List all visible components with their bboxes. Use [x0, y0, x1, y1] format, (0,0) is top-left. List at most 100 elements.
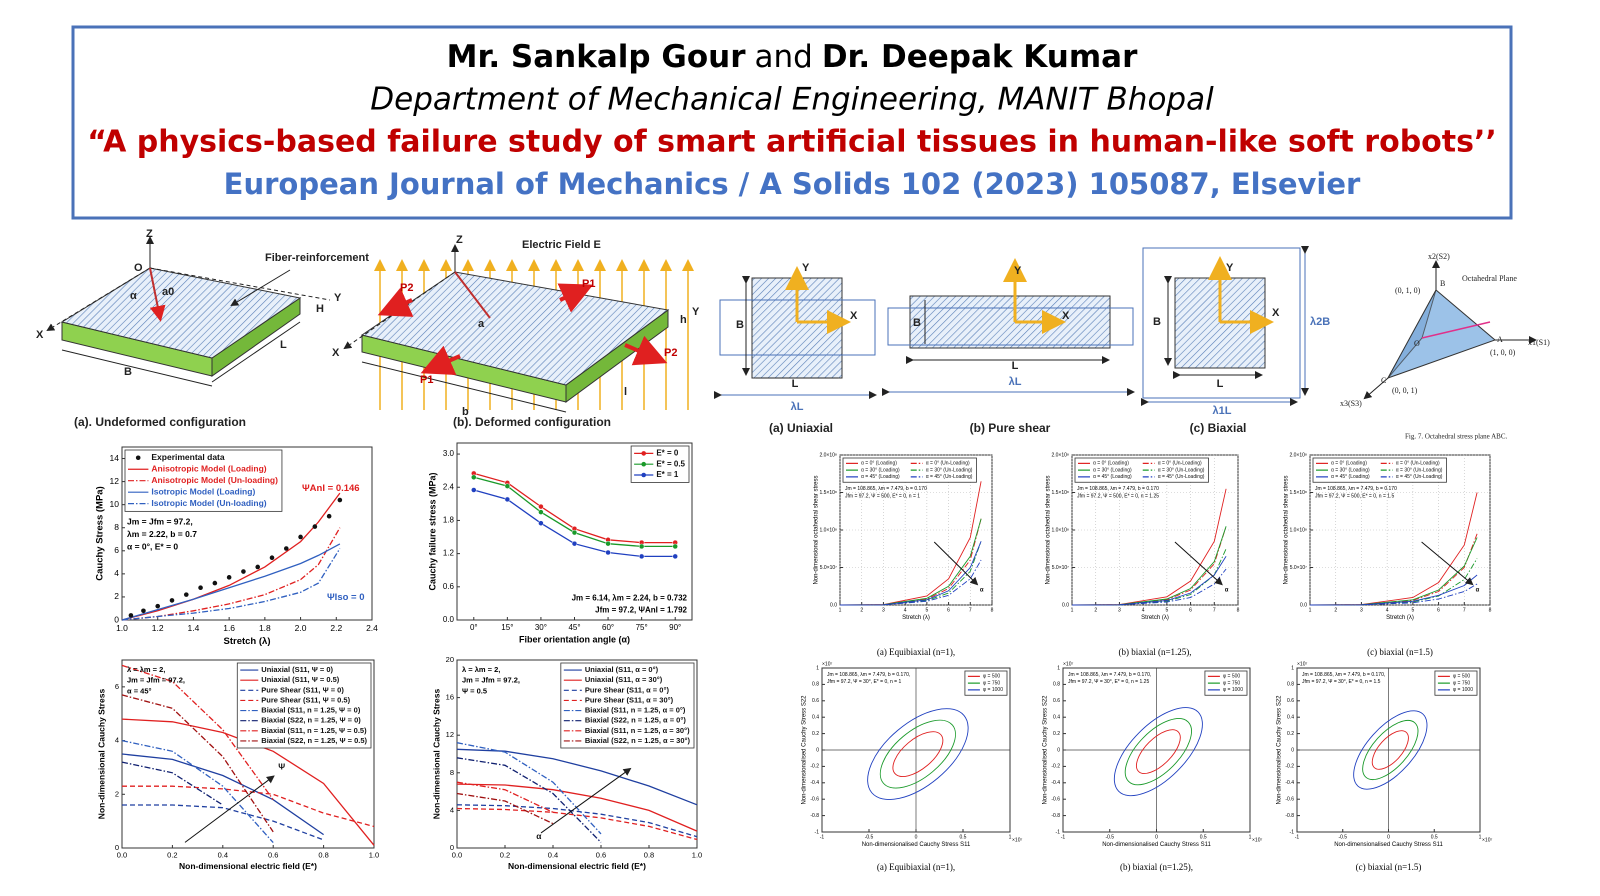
- legend-label: α = 30° (Un-Loading): [1396, 467, 1443, 473]
- legend-label: α = 45° (Loading): [1331, 474, 1370, 480]
- x-tick-label: 90°: [669, 623, 681, 632]
- trend-arrow: [184, 775, 275, 843]
- x-tick-label: 5: [1165, 607, 1168, 613]
- y-tick-label: 0.2: [1053, 731, 1060, 737]
- diagram-label: B: [1153, 316, 1161, 328]
- pure-shear-diagram: Y X B L λL (b) Pure shear: [882, 258, 1135, 435]
- ellipse-contour: [1113, 707, 1203, 797]
- x-tick-label: 7: [1463, 607, 1466, 613]
- ellipse-contour: [1362, 720, 1419, 780]
- y-tick-label: -0.2: [810, 764, 819, 770]
- x-tick-label: 0.6: [268, 850, 278, 859]
- x-tick-label: -0.5: [1105, 834, 1114, 840]
- legend-label: φ = 750: [983, 680, 1001, 686]
- plot-caption: (b) biaxial (n=1.25),: [1120, 862, 1193, 872]
- x-tick-label: 8: [1489, 607, 1492, 613]
- ellipse-contour: [1353, 710, 1428, 790]
- y-axis-label: Non-dimensional octahedral shear stress: [1284, 475, 1290, 584]
- y-axis-label: Non-dimensional Cauchy Stress: [431, 689, 441, 820]
- x-tick-label: 1.2: [152, 623, 164, 633]
- legend-label: α = 0° (Loading): [1093, 461, 1129, 467]
- diagram-label: X: [332, 347, 340, 359]
- diagram-label: λL: [791, 401, 804, 413]
- legend-label: α = 45° (Loading): [1093, 474, 1132, 480]
- legend-label: Biaxial (S11, n = 1.25, α = 30°): [585, 726, 690, 735]
- chart: 0 2 4 6 0.0 0.2 0.4 0.6 0.8 1.0 Non-dimensional el…: [96, 659, 379, 871]
- diagram-label: Octahedral Plane: [1462, 274, 1517, 283]
- x-tick-label: 2.0: [295, 623, 307, 633]
- diagram-label: a0: [162, 286, 174, 298]
- data-point: [605, 549, 611, 556]
- x-tick-label: 1.6: [223, 623, 235, 633]
- x-tick-label: 1.4: [188, 623, 200, 633]
- y-tick-label: 1.0×10⁸: [1289, 527, 1307, 533]
- undeformed-diagram: Z O α a0 H Y X L B Fiber-reinforcement (…: [36, 228, 369, 429]
- x-tick-label: 45°: [568, 623, 580, 632]
- x-axis-label: Fiber orientation angle (α): [519, 634, 630, 644]
- y-tick-label: 0.8: [1053, 682, 1060, 688]
- diagram-label: O: [1414, 339, 1420, 348]
- legend-label: E* = 0: [656, 449, 679, 458]
- legend-label: φ = 750: [1453, 680, 1471, 686]
- diagram-label: (0, 0, 1): [1392, 386, 1418, 395]
- x-tick-label: 7: [969, 607, 972, 613]
- deformed-diagram: Z Electric Field E P2 P1 a h P2 P1 b l X…: [332, 234, 700, 429]
- legend-label: α = 30° (Un-Loading): [1158, 467, 1205, 473]
- y-tick-label: 0: [450, 843, 454, 852]
- legend: α = 0° (Loading) α = 0° (Un-Loading)α = 3…: [1074, 457, 1209, 483]
- series-line: [121, 664, 274, 801]
- diagram-label: Z: [146, 228, 153, 240]
- y-tick-label: 0.6: [1053, 698, 1060, 704]
- data-point: [538, 509, 544, 515]
- y-tick-label: 10: [110, 499, 120, 509]
- y-axis-label: Non-dimensionalised Cauchy Stress S22: [1043, 695, 1049, 805]
- plot-caption: (c) biaxial (n=1.5): [1367, 647, 1433, 657]
- legend-label: α = 0° (Un-Loading): [926, 461, 970, 467]
- data-point: [672, 543, 678, 550]
- y-axis-label: Non-dimensionalised Cauchy Stress S22: [1277, 695, 1283, 805]
- y-tick-label: -0.6: [810, 797, 819, 803]
- annotation: α = 0°, E* = 0: [127, 541, 178, 551]
- y-tick-label: -0.4: [810, 780, 819, 786]
- legend-label: α = 0° (Loading): [861, 461, 897, 467]
- y-tick-label: 1.0×10⁸: [1051, 527, 1069, 533]
- y-tick-label: 16: [446, 693, 454, 702]
- x-tick-label: 2: [860, 607, 863, 613]
- y-tick-label: -0.8: [1285, 813, 1294, 819]
- x-tick-label: 0: [915, 834, 918, 840]
- diagram-label: B: [124, 366, 132, 378]
- annotation: Jm = 108.865, λm = 7.479, b = 0.170,: [1068, 672, 1151, 678]
- y-tick-label: 20: [446, 655, 454, 664]
- x-tick-label: 6: [947, 607, 950, 613]
- series-line: [456, 807, 698, 841]
- x-tick-label: 0.0: [117, 850, 127, 859]
- ellipse-contour: [1371, 730, 1409, 770]
- legend-label: E* = 1: [656, 470, 679, 479]
- diagram-label: Z: [456, 234, 463, 246]
- y-tick-label: -1: [1290, 829, 1295, 835]
- annotation: Jfm = 97.2, Ψ = 500, E* = 0, n = 1.5: [1315, 493, 1394, 499]
- diagram-caption: (b). Deformed configuration: [453, 415, 611, 429]
- data-point: [212, 580, 218, 586]
- y-tick-label: -0.2: [1051, 764, 1060, 770]
- series-line: [456, 748, 698, 806]
- legend-box: [124, 449, 283, 512]
- data-point: [571, 529, 578, 536]
- data-point: [504, 496, 511, 503]
- y-tick-label: 0.4: [1053, 715, 1060, 721]
- legend-label: φ = 750: [1223, 680, 1241, 686]
- figure-caption: Fig. 7. Octahedral stress plane ABC.: [1405, 433, 1508, 441]
- x-tick-label: 1: [1009, 834, 1012, 840]
- legend-marker: [641, 451, 647, 456]
- y-tick-label: 2.4: [443, 482, 455, 491]
- legend-label: Anisotropic Model (Loading): [151, 463, 266, 473]
- trend-arrow: [933, 541, 979, 586]
- y-tick-label: -1: [1056, 829, 1061, 835]
- chart: -1 -0.8 -0.6 -0.4 -0.2 0 0.2 0.4 0.6 0.8 1 -1 -0.5 0 0…: [1277, 661, 1493, 872]
- x-tick-label: 0.5: [960, 834, 967, 840]
- y-tick-label: 0.0: [830, 602, 837, 608]
- x-tick-label: 2.2: [330, 623, 342, 633]
- y-tick-label: -0.6: [1051, 797, 1060, 803]
- series-line: [456, 742, 602, 835]
- data-point: [298, 534, 303, 540]
